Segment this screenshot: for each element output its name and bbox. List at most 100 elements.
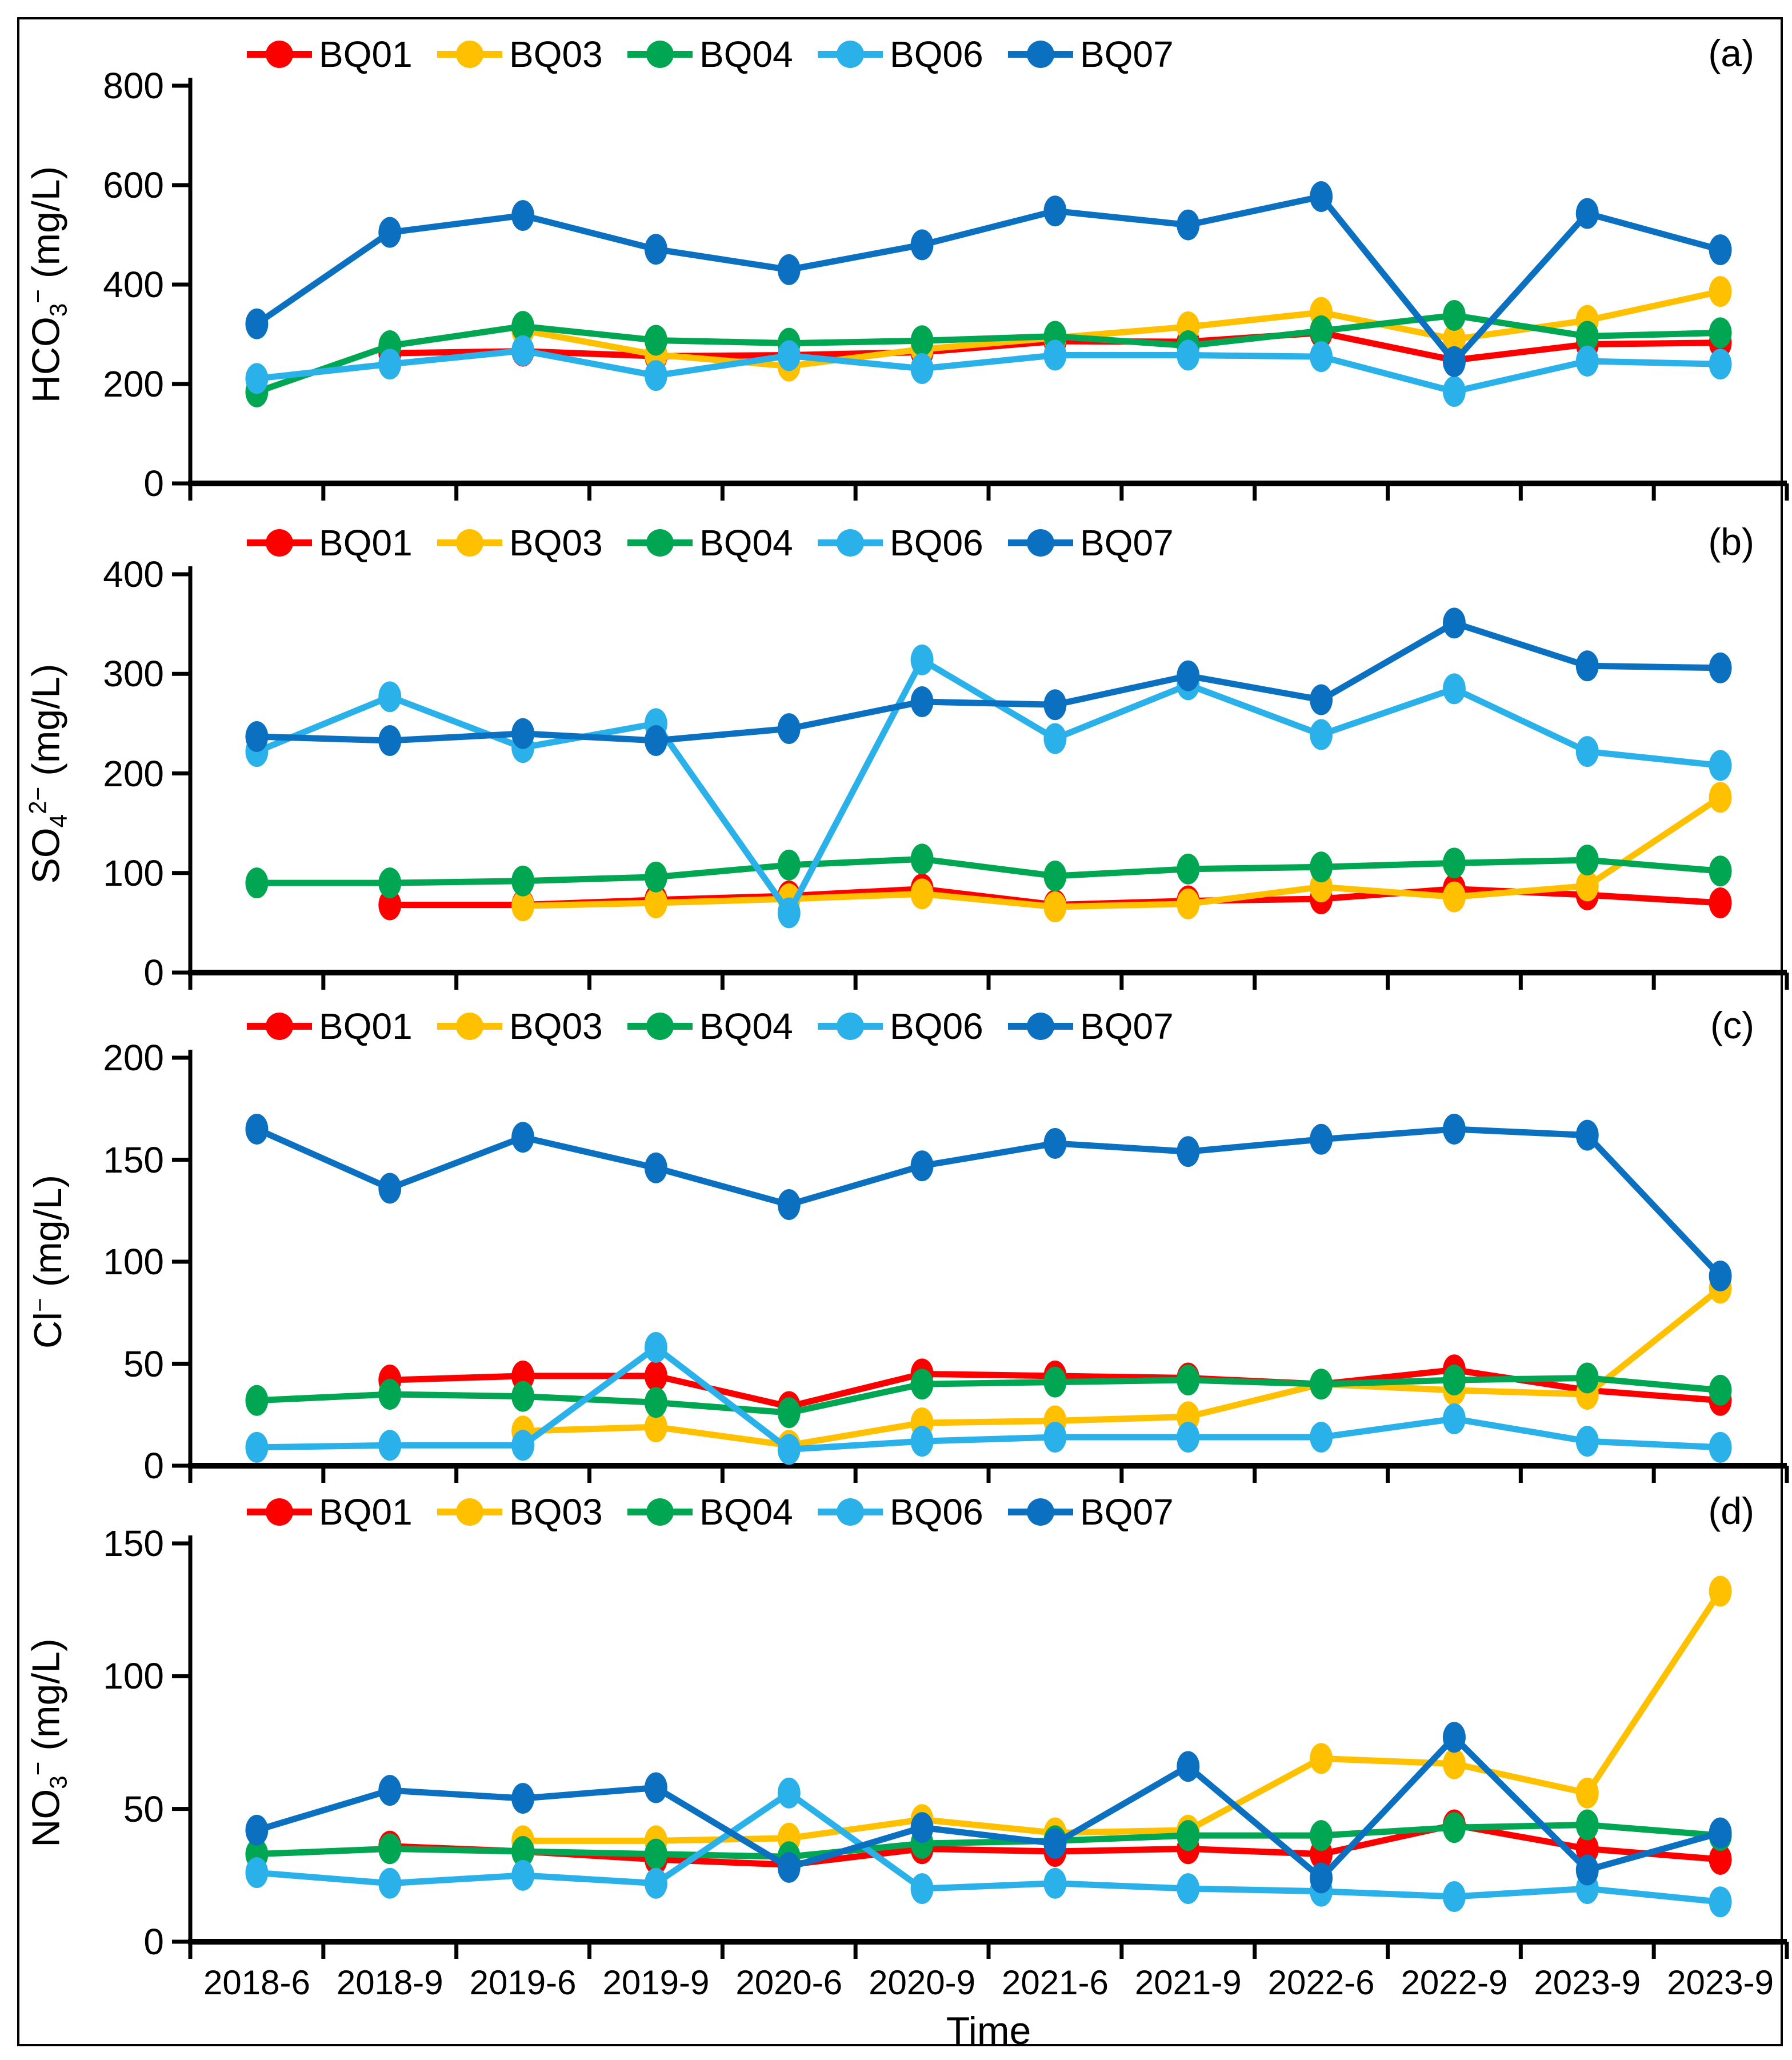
legend-label: BQ07 bbox=[1080, 34, 1174, 75]
x-tick-label: 2023-9 bbox=[1534, 1963, 1641, 2002]
legend-label: BQ06 bbox=[890, 34, 983, 75]
legend-marker-icon bbox=[818, 1498, 883, 1526]
legend-item-BQ03: BQ03 bbox=[436, 1001, 603, 1052]
legend-label: BQ06 bbox=[890, 1006, 983, 1047]
x-tick-label: 2021-9 bbox=[1134, 1963, 1242, 2002]
y-tick-label: 800 bbox=[103, 65, 164, 106]
y-tick-label: 400 bbox=[103, 264, 164, 305]
legend-item-BQ04: BQ04 bbox=[626, 1001, 793, 1052]
y-tick-label: 0 bbox=[143, 1445, 164, 1486]
legend-item-BQ03: BQ03 bbox=[436, 29, 603, 80]
legend-marker-icon bbox=[247, 41, 312, 68]
legend-marker-icon bbox=[818, 1013, 883, 1040]
legend-item-BQ01: BQ01 bbox=[246, 1486, 413, 1538]
x-tick-label: 2020-9 bbox=[869, 1963, 975, 2002]
y-tick-label: 100 bbox=[103, 852, 164, 894]
x-tick-label: 2023-9 bbox=[1667, 1963, 1774, 2002]
legend-item-BQ06: BQ06 bbox=[817, 1486, 983, 1538]
legend-marker-icon bbox=[437, 529, 502, 557]
x-tick-label: 2020-6 bbox=[735, 1963, 843, 2002]
x-tick-label: 2022-9 bbox=[1401, 1963, 1508, 2002]
y-tick-label: 0 bbox=[143, 952, 164, 993]
legend-item-BQ04: BQ04 bbox=[626, 517, 793, 569]
legend-marker-icon bbox=[1008, 41, 1073, 68]
legend-item-BQ07: BQ07 bbox=[1007, 29, 1174, 80]
legend-label: BQ04 bbox=[699, 1006, 793, 1047]
panel-letter: (d) bbox=[1708, 1490, 1754, 1532]
y-axis-title: NO3− (mg/L) bbox=[24, 1638, 72, 1847]
legend-label: BQ03 bbox=[509, 1006, 603, 1047]
x-tick-label: 2018-6 bbox=[203, 1963, 310, 2002]
y-tick-label: 100 bbox=[103, 1241, 164, 1282]
legend-marker-icon bbox=[1008, 1013, 1073, 1040]
legend-label: BQ01 bbox=[319, 1006, 413, 1047]
legend-label: BQ04 bbox=[699, 1491, 793, 1533]
x-tick-label: 2022-6 bbox=[1267, 1963, 1375, 2002]
legend-item-BQ01: BQ01 bbox=[246, 29, 413, 80]
x-tick-label: 2018-9 bbox=[336, 1963, 443, 2002]
y-axis-title: HCO3− (mg/L) bbox=[24, 166, 72, 403]
legend-marker-icon bbox=[247, 529, 312, 557]
y-tick-label: 0 bbox=[143, 1921, 164, 1962]
legend-marker-icon bbox=[818, 41, 883, 68]
legend-marker-icon bbox=[627, 1013, 693, 1040]
y-tick-label: 600 bbox=[103, 165, 164, 206]
legend-item-BQ07: BQ07 bbox=[1007, 517, 1174, 569]
y-axis-title: SO42− (mg/L) bbox=[24, 663, 72, 884]
legend-label: BQ04 bbox=[699, 522, 793, 563]
legend-marker-icon bbox=[1008, 1498, 1073, 1526]
legend-marker-icon bbox=[247, 1013, 312, 1040]
panel-letter: (c) bbox=[1710, 1004, 1754, 1046]
legend-label: BQ01 bbox=[319, 34, 413, 75]
y-tick-label: 400 bbox=[103, 554, 164, 595]
legend-label: BQ07 bbox=[1080, 1006, 1174, 1047]
legend-label: BQ01 bbox=[319, 522, 413, 563]
legend-item-BQ07: BQ07 bbox=[1007, 1001, 1174, 1052]
x-tick-label: 2021-6 bbox=[1001, 1963, 1109, 2002]
y-tick-label: 150 bbox=[103, 1523, 164, 1564]
y-tick-label: 50 bbox=[123, 1343, 164, 1385]
legend-marker-icon bbox=[437, 1013, 502, 1040]
legend-item-BQ04: BQ04 bbox=[626, 1486, 793, 1538]
legend-label: BQ03 bbox=[509, 522, 603, 563]
panel-letter: (b) bbox=[1708, 521, 1754, 563]
y-tick-label: 100 bbox=[103, 1655, 164, 1697]
legend-item-BQ03: BQ03 bbox=[436, 1486, 603, 1538]
legend-marker-icon bbox=[437, 41, 502, 68]
figure-frame bbox=[17, 17, 1783, 2046]
y-tick-label: 200 bbox=[103, 1037, 164, 1078]
legend-item-BQ06: BQ06 bbox=[817, 29, 983, 80]
legend-marker-icon bbox=[627, 1498, 693, 1526]
legend-label: BQ07 bbox=[1080, 522, 1174, 563]
legend-label: BQ07 bbox=[1080, 1491, 1174, 1533]
legend-item-BQ04: BQ04 bbox=[626, 29, 793, 80]
y-tick-label: 0 bbox=[143, 463, 164, 504]
legend-label: BQ04 bbox=[699, 34, 793, 75]
legend-item-BQ07: BQ07 bbox=[1007, 1486, 1174, 1538]
legend-label: BQ06 bbox=[890, 1491, 983, 1533]
legend-label: BQ06 bbox=[890, 522, 983, 563]
legend-item-BQ01: BQ01 bbox=[246, 517, 413, 569]
x-tick-label: 2019-9 bbox=[602, 1963, 710, 2002]
y-tick-label: 150 bbox=[103, 1139, 164, 1181]
legend-marker-icon bbox=[437, 1498, 502, 1526]
legend-label: BQ01 bbox=[319, 1491, 413, 1533]
legend-label: BQ03 bbox=[509, 1491, 603, 1533]
x-tick-label: 2019-6 bbox=[469, 1963, 577, 2002]
legend-marker-icon bbox=[1008, 529, 1073, 557]
legend-marker-icon bbox=[627, 41, 693, 68]
legend-item-BQ06: BQ06 bbox=[817, 1001, 983, 1052]
legend-item-BQ03: BQ03 bbox=[436, 517, 603, 569]
y-tick-label: 200 bbox=[103, 753, 164, 794]
legend-item-BQ06: BQ06 bbox=[817, 517, 983, 569]
y-axis-title: Cl− (mg/L) bbox=[26, 1174, 70, 1349]
legend-item-BQ01: BQ01 bbox=[246, 1001, 413, 1052]
y-tick-label: 50 bbox=[123, 1788, 164, 1830]
legend-marker-icon bbox=[627, 529, 693, 557]
y-tick-label: 300 bbox=[103, 653, 164, 695]
legend-label: BQ03 bbox=[509, 34, 603, 75]
y-tick-label: 200 bbox=[103, 363, 164, 405]
panel-letter: (a) bbox=[1708, 32, 1754, 74]
